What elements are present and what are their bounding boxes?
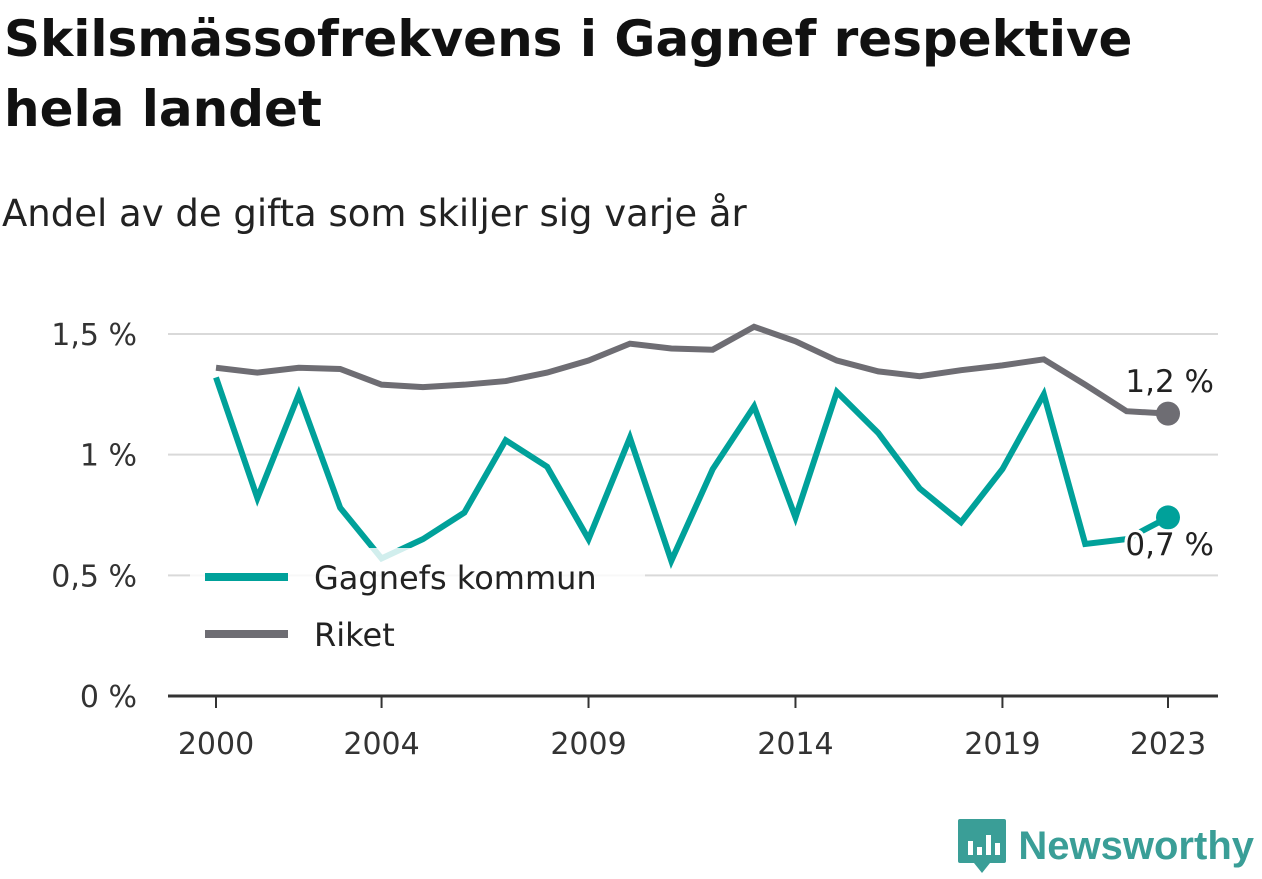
series-lines: [213, 323, 1170, 570]
newsworthy-logo-text: Newsworthy: [1018, 823, 1254, 868]
x-tick-label: 2014: [757, 727, 833, 762]
y-axis-ticks: 0 % 0,5 % 1 % 1,5 %: [51, 318, 137, 715]
x-axis-ticks: 2000 2004 2009 2014 2019 2023: [178, 696, 1206, 762]
x-tick-label: 2000: [178, 727, 254, 762]
end-label-gagnef: 0,7 %: [1125, 527, 1214, 563]
chart-subtitle: Andel av de gifta som skiljer sig varje …: [2, 192, 747, 235]
x-tick-label: 2023: [1130, 727, 1206, 762]
line-chart: 0 % 0,5 % 1 % 1,5 % 2000 2004 2009 2014 2019 202…: [51, 318, 1218, 762]
end-label-riket: 1,2 %: [1125, 364, 1214, 400]
chart-title: Skilsmässofrekvens i Gagnef respektive h…: [4, 10, 1133, 138]
newsworthy-logo: Newsworthy: [956, 817, 1254, 875]
end-markers: 0,7 % 1,2 %: [1122, 361, 1217, 566]
legend-label-riket: Riket: [314, 616, 395, 654]
x-tick-label: 2009: [550, 727, 626, 762]
series-line-gagnef: [213, 376, 1170, 570]
legend: Gagnefs kommun Riket: [190, 548, 645, 664]
legend-background: [190, 548, 645, 664]
x-tick-label: 2019: [964, 727, 1040, 762]
y-tick-label: 1,5 %: [51, 318, 137, 353]
x-tick-label: 2004: [343, 727, 419, 762]
legend-label-gagnef: Gagnefs kommun: [314, 559, 597, 597]
end-dot-gagnef: [1156, 505, 1180, 530]
y-tick-label: 0 %: [80, 680, 137, 715]
y-tick-label: 0,5 %: [51, 559, 137, 594]
newsworthy-logo-icon: [958, 819, 1007, 873]
y-tick-label: 1 %: [80, 439, 137, 474]
series-line-riket: [215, 323, 1169, 417]
end-dot-riket: [1156, 401, 1180, 426]
